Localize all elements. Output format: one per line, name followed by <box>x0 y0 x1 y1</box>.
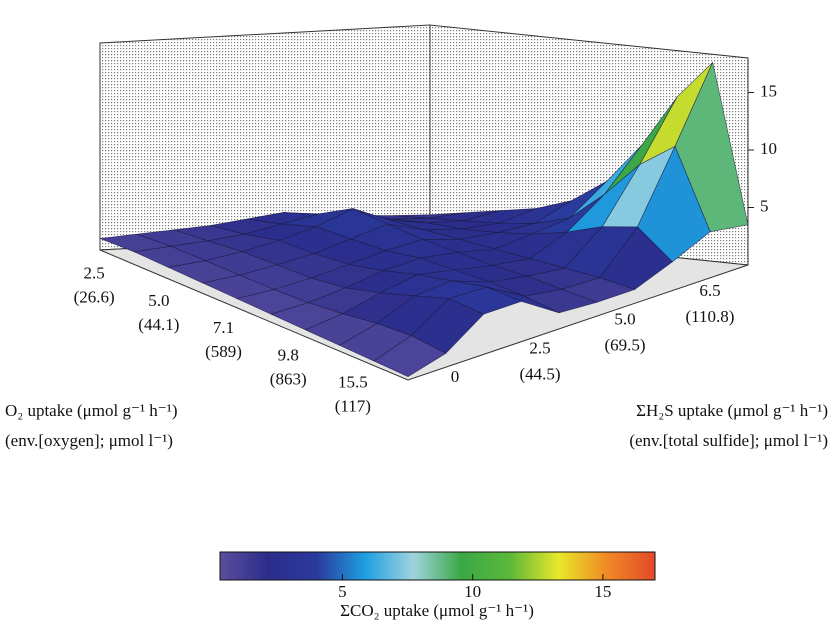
y-axis-title: ΣH₂S uptake (μmol g⁻¹ h⁻¹) <box>636 401 828 420</box>
x-tick-note: (863) <box>270 369 307 388</box>
y-tick-note: (69.5) <box>604 336 645 355</box>
x-axis-subtitle: (env.[oxygen]; μmol l⁻¹) <box>5 431 173 450</box>
axes: 5 10 15 2.5 (26.6) 5.0 (44.1) 7.1 (589) 9.8 (863) 1… <box>74 81 777 601</box>
colorbar-tick-label: 5 <box>338 582 347 601</box>
colorbar-tick-label: 10 <box>464 582 481 601</box>
y-tick-label: 5.0 <box>614 310 635 329</box>
x-axis-title: O₂ uptake (μmol g⁻¹ h⁻¹) <box>5 401 178 420</box>
colorbar <box>219 551 656 581</box>
y-tick-note: (110.8) <box>686 307 735 326</box>
x-tick-label: 5.0 <box>148 291 169 310</box>
x-tick-label: 2.5 <box>84 264 105 283</box>
colorbar-title: ΣCO₂ uptake (μmol g⁻¹ h⁻¹) <box>340 601 534 620</box>
z-tick-label: 5 <box>760 196 769 215</box>
z-tick-label: 10 <box>760 139 777 158</box>
x-tick-note: (589) <box>205 342 242 361</box>
y-tick-label: 6.5 <box>699 281 720 300</box>
x-tick-note: (26.6) <box>74 288 115 307</box>
x-tick-label: 9.8 <box>278 345 299 364</box>
y-tick-label: 2.5 <box>529 338 550 357</box>
surface-cell <box>373 335 447 377</box>
surface <box>99 61 749 377</box>
colorbar-tick-label: 15 <box>594 582 611 601</box>
x-tick-label: 15.5 <box>338 373 368 392</box>
z-tick-label: 15 <box>760 81 777 100</box>
y-axis-subtitle: (env.[total sulfide]; μmol l⁻¹) <box>629 431 828 450</box>
x-tick-note: (117) <box>335 397 371 416</box>
y-tick-note: (44.5) <box>519 364 560 383</box>
x-tick-note: (44.1) <box>138 315 179 334</box>
x-tick-label: 7.1 <box>213 318 234 337</box>
y-tick-label: 0 <box>451 367 460 386</box>
